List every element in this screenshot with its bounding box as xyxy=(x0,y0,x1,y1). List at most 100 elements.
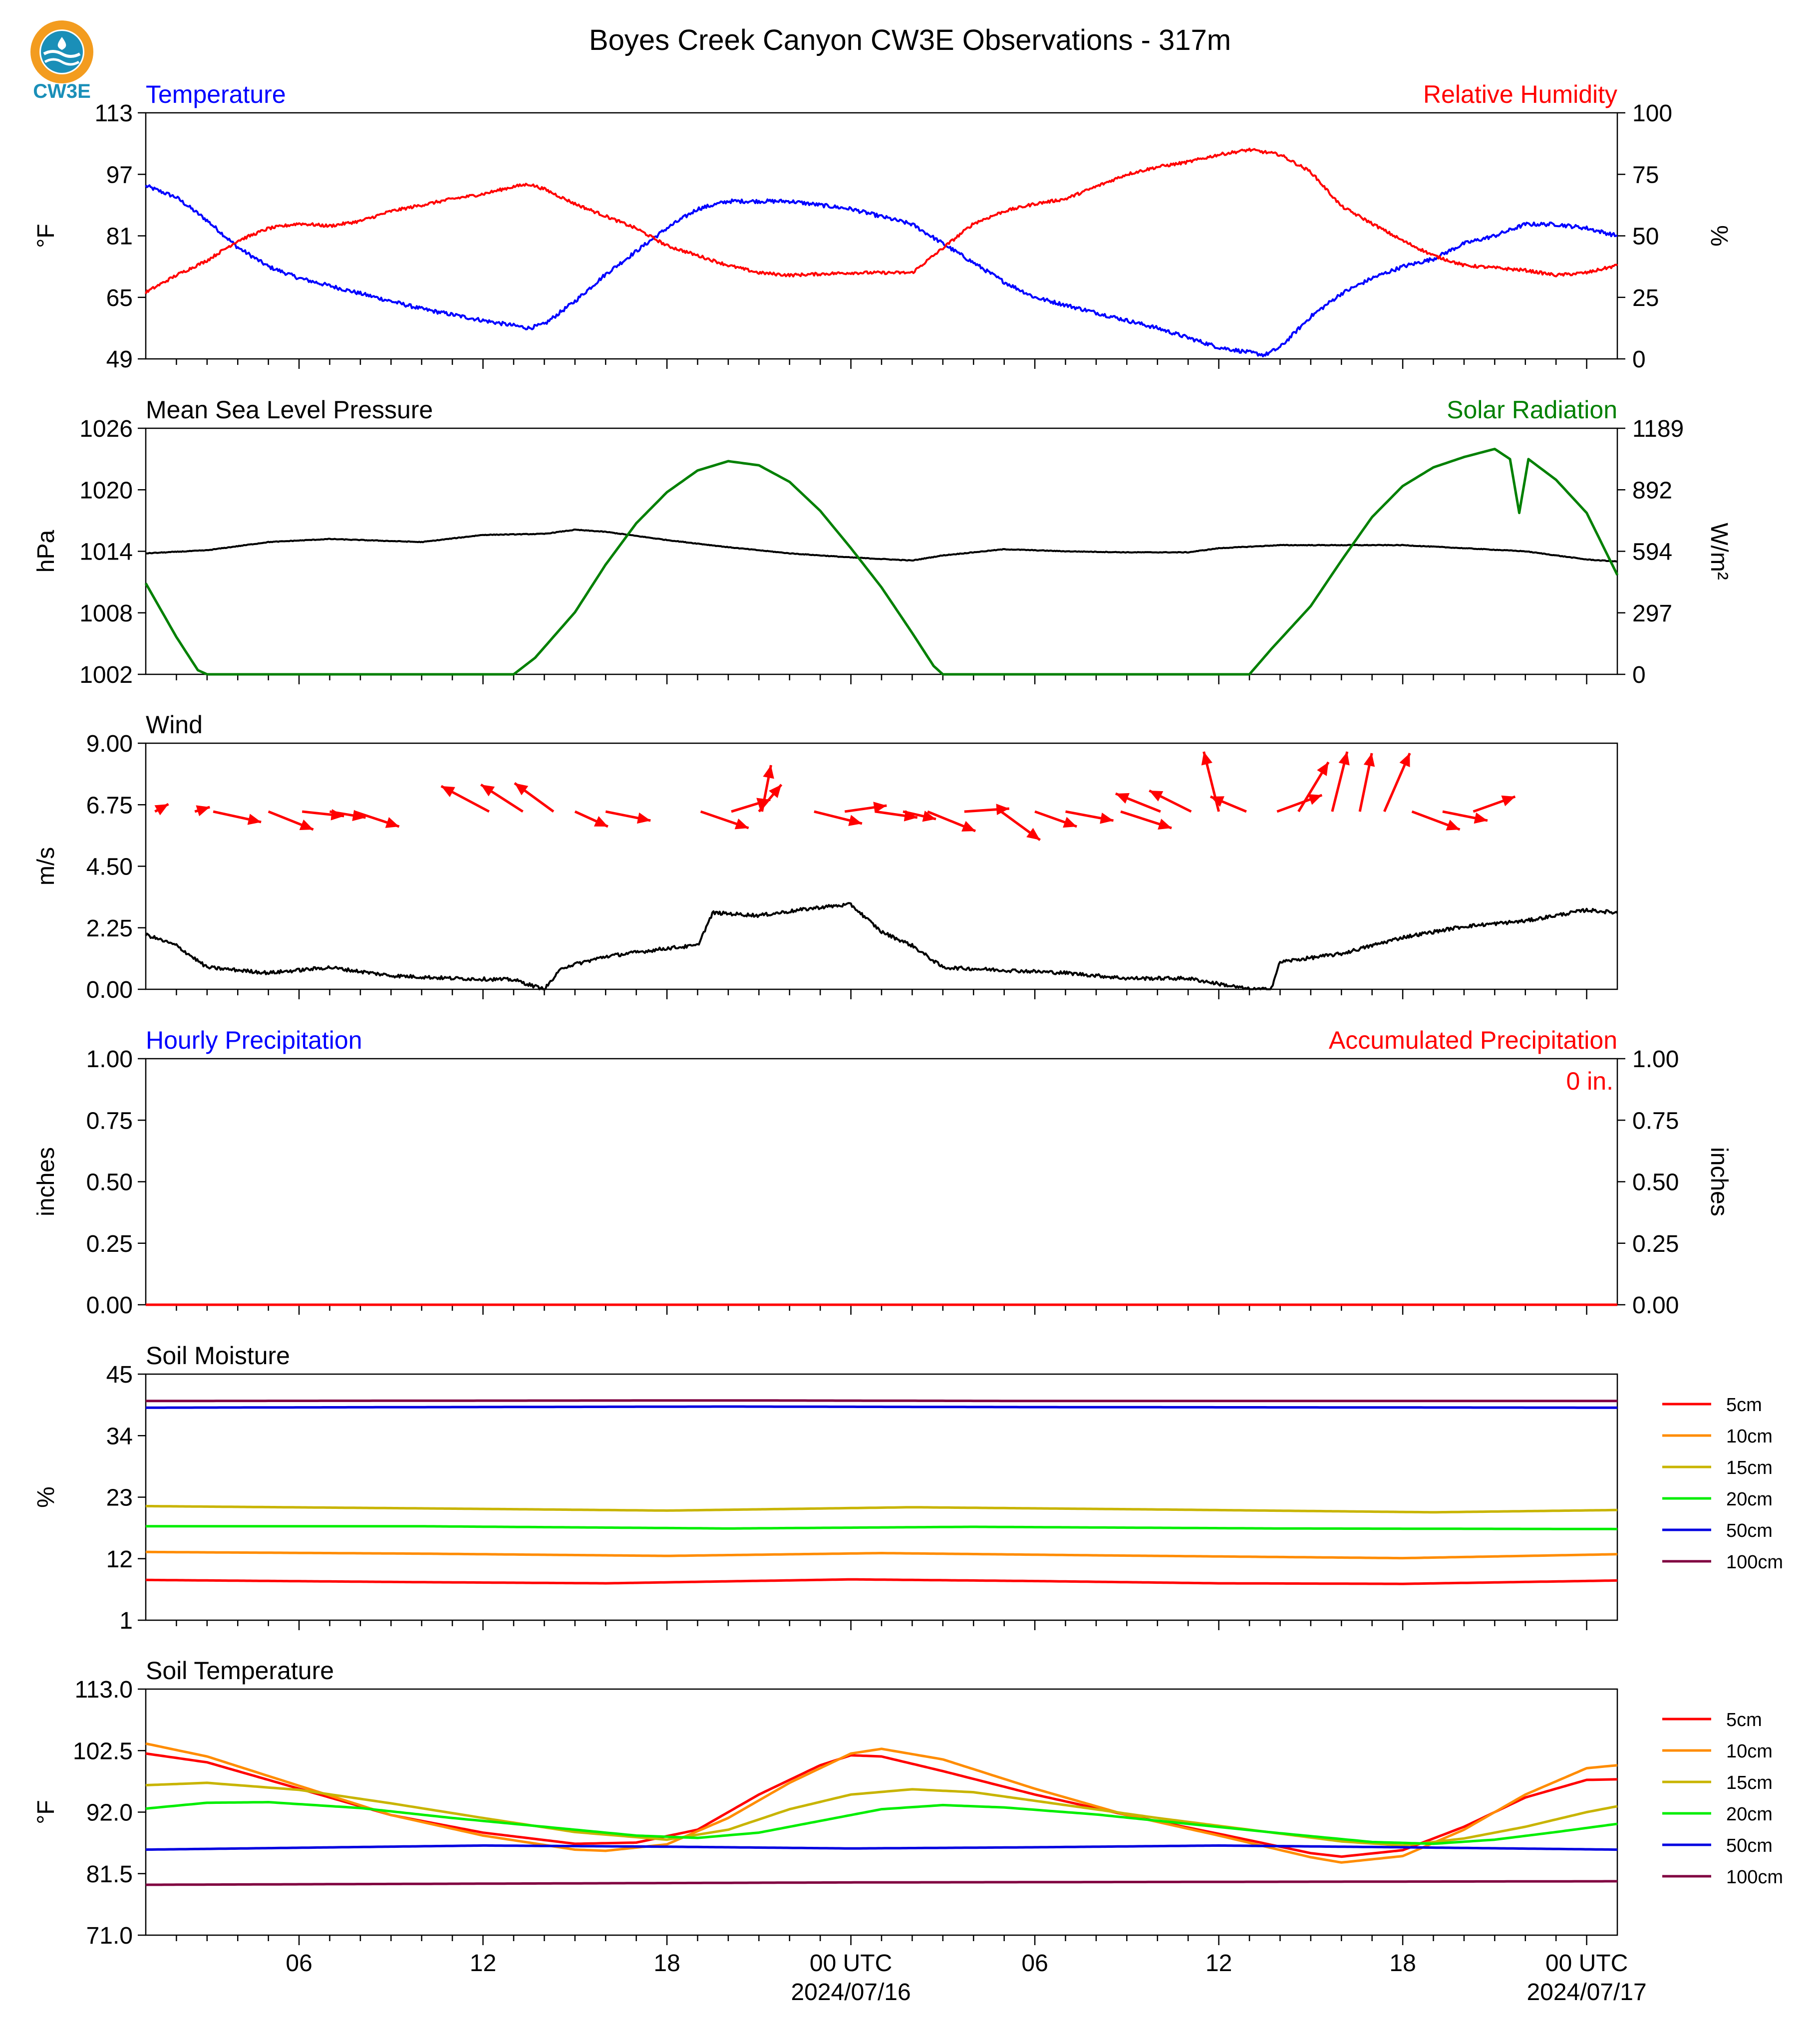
y-tick-label: 0.25 xyxy=(86,1231,133,1257)
series-line-5cm xyxy=(145,1752,1618,1858)
y-tick-label: 34 xyxy=(106,1423,133,1449)
y-axis-label: °F xyxy=(33,1800,59,1824)
panel-temp-rh: Temperature Relative Humidity 49 65 81 97 113 0… xyxy=(33,80,1732,373)
panel-soil-moisture: Soil Moisture 1 12 23 34 45% 5cm 10cm 15cm 20cm 50… xyxy=(33,1342,1783,1634)
y-tick-label: 113 xyxy=(94,100,133,127)
panel-soil-temp: Soil Temperature 71.0 81.5 92.0 102.5 113.0 °F… xyxy=(33,1657,1783,2006)
wind-arrow-head xyxy=(1474,812,1488,824)
wind-arrow-head xyxy=(734,818,749,830)
y-tick-label: 1008 xyxy=(79,600,133,627)
y-right-tick-label: 0.25 xyxy=(1632,1231,1679,1257)
y-axis-label: m/s xyxy=(33,847,59,885)
x-tick-label: 12 xyxy=(1206,1950,1232,1977)
x-tick-label: 00 UTC xyxy=(1545,1950,1628,1977)
plot-frame xyxy=(145,1058,1618,1306)
series-line-100cm xyxy=(145,1880,1617,1886)
wind-arrow-head xyxy=(996,804,1009,816)
wind-arrow-head xyxy=(1308,794,1322,805)
legend-label: 5cm xyxy=(1726,1395,1762,1416)
wind-arrow-head xyxy=(636,812,651,824)
y-right-tick-label: 892 xyxy=(1632,477,1672,504)
plot-frame xyxy=(145,742,1618,990)
y-tick-label: 97 xyxy=(106,162,133,188)
series-line xyxy=(145,147,1618,294)
y-axis-label: °F xyxy=(33,224,59,248)
series-line-10cm xyxy=(145,1742,1618,1864)
wind-arrow-head xyxy=(1446,820,1460,831)
cw3e-logo: CW3E xyxy=(22,18,102,103)
wind-arrow-head xyxy=(1115,793,1130,804)
legend-label: 100cm xyxy=(1726,1867,1783,1888)
y-tick-label: 113.0 xyxy=(74,1677,133,1703)
series-line-50cm xyxy=(145,1844,1617,1851)
wind-arrow-head xyxy=(1026,828,1040,840)
y-tick-label: 1014 xyxy=(79,539,133,566)
panel-right-title: Solar Radiation xyxy=(1447,396,1617,424)
wind-arrow-head xyxy=(961,821,976,832)
y-right-tick-label: 594 xyxy=(1632,539,1672,566)
panel-precip: Hourly Precipitation Accumulated Precipit… xyxy=(33,1026,1732,1319)
wind-arrow-head xyxy=(873,802,887,813)
x-tick-label: 18 xyxy=(653,1950,680,1977)
legend-label: 10cm xyxy=(1726,1741,1773,1762)
wind-arrow-head xyxy=(1158,819,1172,830)
x-tick-label: 12 xyxy=(470,1950,496,1977)
wind-arrow-head xyxy=(769,784,782,798)
wind-arrow-head xyxy=(1149,790,1164,802)
y-tick-label: 65 xyxy=(106,285,133,311)
y-tick-label: 4.50 xyxy=(86,854,133,880)
plot-frame xyxy=(145,1688,1618,1936)
y-right-tick-label: 0.75 xyxy=(1632,1108,1679,1134)
wind-arrow-head xyxy=(1399,753,1410,767)
legend-label: 15cm xyxy=(1726,1457,1773,1478)
panel-pressure-solar: Mean Sea Level Pressure Solar Radiation 10… xyxy=(33,396,1732,688)
y-tick-label: 0.50 xyxy=(86,1169,133,1196)
series-line xyxy=(145,528,1618,563)
y-tick-label: 102.5 xyxy=(73,1738,133,1764)
wind-arrow-head xyxy=(514,783,529,796)
legend: 5cm 10cm 15cm 20cm 50cm 100cm xyxy=(1662,1395,1783,1573)
wind-arrow-head xyxy=(922,811,936,822)
legend-label: 100cm xyxy=(1726,1552,1783,1573)
y-tick-label: 45 xyxy=(106,1362,133,1388)
cw3e-logo-icon: CW3E xyxy=(30,20,93,102)
y-tick-label: 1020 xyxy=(79,477,133,504)
y-tick-label: 49 xyxy=(106,346,133,373)
panel-title: Temperature xyxy=(146,80,286,108)
y-axis-label: hPa xyxy=(33,530,59,573)
wind-arrow-head xyxy=(299,819,313,831)
series-line xyxy=(145,902,1618,990)
y-right-tick-label: 297 xyxy=(1632,600,1672,627)
y-axis-label: inches xyxy=(33,1147,59,1216)
wind-arrow-head xyxy=(1501,795,1516,807)
y-tick-label: 92.0 xyxy=(86,1800,133,1826)
x-date-label: 2024/07/16 xyxy=(791,1979,910,2006)
wind-arrow-head xyxy=(1100,813,1114,824)
wind-arrow-head xyxy=(1201,751,1213,766)
legend: 5cm 10cm 15cm 20cm 50cm 100cm xyxy=(1662,1710,1783,1888)
x-tick-label: 06 xyxy=(286,1950,312,1977)
wind-arrow-head xyxy=(247,814,262,825)
panel-wind: Wind 0.00 2.25 4.50 6.75 9.00 m/s xyxy=(33,711,1618,1003)
y-tick-label: 1.00 xyxy=(86,1046,133,1073)
wind-arrow-head xyxy=(1338,751,1350,766)
y-axis-label: % xyxy=(33,1486,59,1508)
y-right-tick-label: 0.00 xyxy=(1632,1292,1679,1319)
wind-arrow-head xyxy=(385,817,399,828)
y-right-tick-label: 0.50 xyxy=(1632,1169,1679,1196)
x-tick-label: 06 xyxy=(1021,1950,1048,1977)
y-tick-label: 81.5 xyxy=(86,1861,133,1888)
wind-arrow-head xyxy=(1363,753,1375,767)
series-line-20cm xyxy=(145,1801,1618,1845)
logo-text: CW3E xyxy=(33,80,91,102)
y-right-tick-label: 0 xyxy=(1632,346,1646,373)
y-right-tick-label: 25 xyxy=(1632,285,1659,311)
wind-arrow-head xyxy=(1063,817,1077,828)
y-tick-label: 2.25 xyxy=(86,915,133,942)
accumulated-total: 0 in. xyxy=(1566,1067,1613,1095)
panel-right-title: Relative Humidity xyxy=(1423,80,1617,108)
y-right-tick-label: 0 xyxy=(1632,662,1646,688)
series-line-5cm xyxy=(145,1578,1618,1585)
y-tick-label: 81 xyxy=(106,224,133,250)
